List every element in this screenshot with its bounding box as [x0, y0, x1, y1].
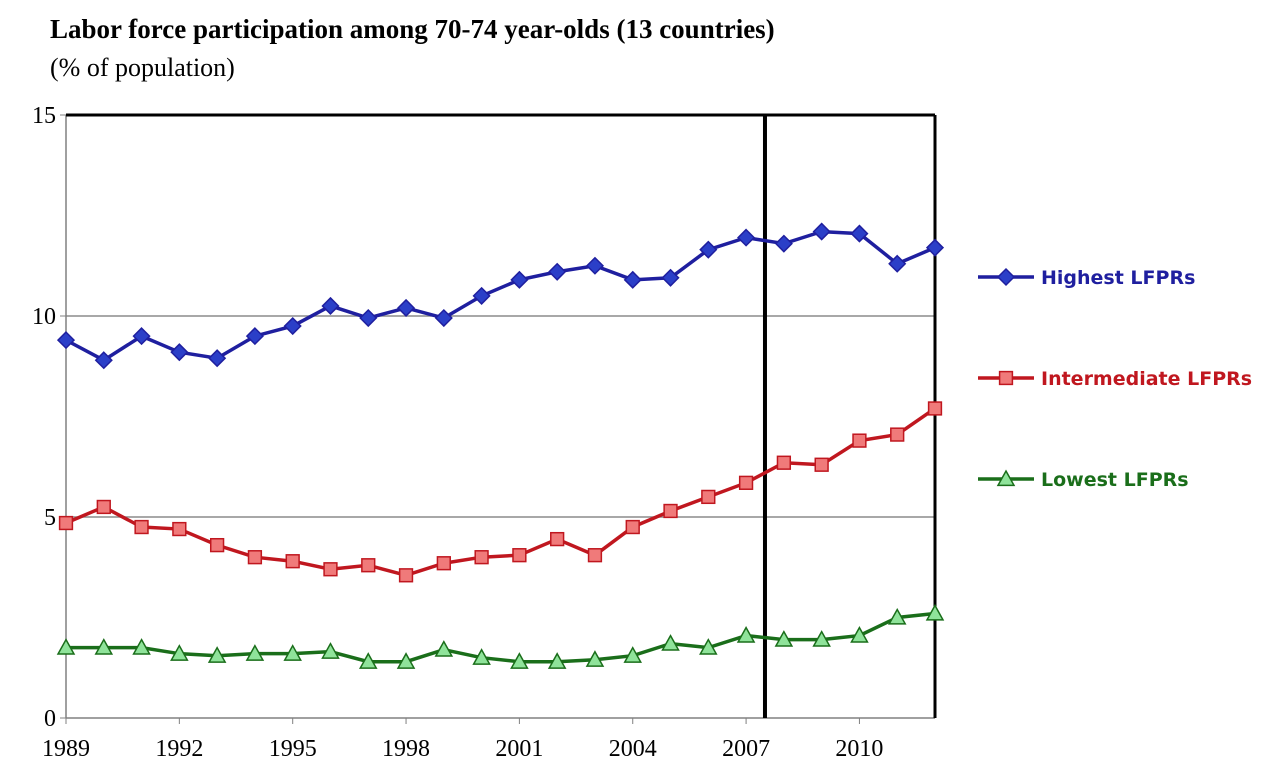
marker — [623, 646, 643, 663]
marker — [663, 503, 678, 519]
chart-title: Labor force participation among 70-74 ye… — [50, 14, 775, 44]
marker — [661, 268, 680, 287]
marker — [887, 607, 907, 625]
marker — [585, 650, 605, 667]
marker — [850, 626, 869, 643]
marker — [56, 638, 76, 655]
marker — [701, 489, 716, 505]
series-line — [65, 407, 936, 578]
marker — [134, 519, 149, 535]
series-line — [66, 611, 936, 664]
x-tick-label: 2001 — [495, 736, 543, 762]
marker — [436, 556, 451, 571]
marker — [245, 644, 265, 661]
marker — [585, 256, 605, 275]
marker — [132, 327, 151, 346]
marker — [738, 475, 754, 490]
marker — [398, 568, 414, 583]
marker — [434, 640, 454, 657]
marker — [285, 554, 300, 569]
marker — [812, 222, 831, 241]
marker — [996, 267, 1016, 287]
marker — [510, 652, 529, 669]
marker — [96, 499, 111, 515]
y-tick-label: 5 — [44, 505, 56, 531]
marker — [132, 638, 151, 655]
marker — [736, 626, 756, 643]
marker — [58, 515, 74, 531]
marker — [209, 537, 225, 553]
marker — [850, 224, 869, 243]
marker — [472, 648, 491, 665]
marker — [283, 316, 302, 336]
marker — [94, 351, 113, 370]
marker — [396, 652, 416, 669]
marker — [852, 433, 867, 448]
marker — [925, 238, 945, 257]
marker — [925, 603, 945, 621]
marker — [245, 327, 264, 346]
marker — [283, 644, 302, 661]
marker — [547, 652, 567, 669]
marker — [737, 228, 756, 247]
marker — [812, 630, 831, 647]
x-tick-label: 1995 — [269, 736, 317, 762]
marker — [661, 634, 680, 651]
marker — [56, 331, 76, 350]
marker — [927, 401, 943, 416]
marker — [587, 548, 603, 563]
marker — [321, 642, 340, 659]
marker — [321, 296, 340, 316]
marker — [323, 562, 338, 577]
marker — [890, 427, 905, 442]
marker — [776, 455, 792, 470]
marker — [434, 308, 453, 328]
marker — [170, 644, 189, 661]
legend-label: Highest LFPRs — [1041, 267, 1195, 289]
chart-subtitle: (% of population) — [50, 53, 235, 82]
marker — [474, 550, 489, 565]
series-line — [65, 229, 936, 363]
y-tick-label: 10 — [32, 304, 56, 330]
x-tick-label: 2004 — [609, 736, 657, 762]
marker — [396, 298, 416, 318]
marker — [512, 548, 527, 563]
legend-label: Intermediate LFPRs — [1041, 368, 1252, 390]
x-tick-label: 1992 — [155, 736, 203, 762]
marker — [625, 519, 640, 535]
marker — [998, 370, 1014, 386]
marker — [361, 558, 376, 573]
marker — [170, 343, 189, 362]
marker — [623, 270, 642, 289]
y-tick-label: 0 — [44, 706, 56, 732]
marker — [996, 469, 1016, 487]
marker — [247, 550, 263, 565]
marker — [774, 234, 793, 253]
marker — [699, 240, 718, 259]
marker — [172, 521, 187, 537]
x-tick-label: 1998 — [382, 736, 430, 762]
marker — [358, 652, 378, 669]
marker — [699, 638, 718, 655]
marker — [510, 270, 529, 289]
marker — [94, 638, 114, 655]
marker — [207, 646, 227, 663]
x-tick-label: 2010 — [835, 736, 883, 762]
legend-label: Lowest LFPRs — [1041, 469, 1189, 491]
x-tick-label: 1989 — [42, 736, 90, 762]
marker — [472, 286, 491, 305]
marker — [888, 254, 907, 273]
marker — [208, 349, 227, 368]
marker — [359, 308, 378, 328]
y-tick-label: 15 — [32, 103, 56, 129]
marker — [548, 262, 567, 281]
marker — [550, 531, 565, 547]
marker — [814, 457, 829, 472]
x-tick-label: 2007 — [722, 736, 770, 762]
marker — [774, 630, 794, 647]
